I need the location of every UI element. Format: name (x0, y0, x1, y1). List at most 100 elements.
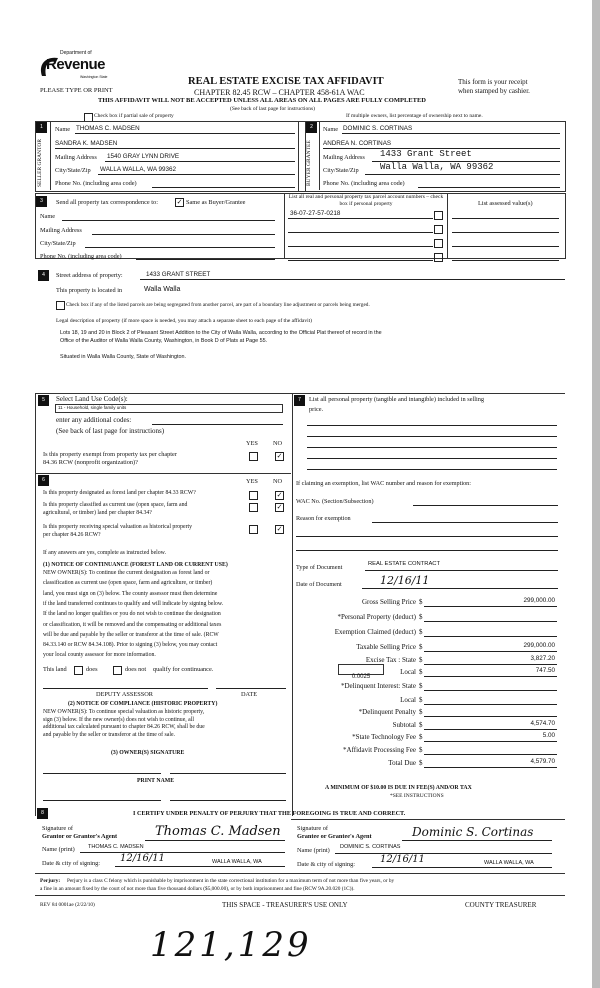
amount-field[interactable] (424, 621, 557, 622)
assessed-value-field[interactable] (452, 218, 559, 219)
section-number: 1 (36, 122, 47, 133)
corr-phone-field[interactable] (136, 259, 275, 260)
reason-line[interactable] (296, 550, 558, 551)
amount-field[interactable] (424, 636, 557, 637)
yes-checkbox[interactable] (249, 491, 258, 500)
buyer-mail-label: Mailing Address (323, 154, 365, 161)
yes-checkbox[interactable] (249, 525, 258, 534)
parcel-field[interactable] (288, 218, 433, 219)
same-as-buyer-checkbox[interactable]: ✓ (175, 198, 184, 207)
wac-field[interactable] (413, 505, 558, 506)
amount-field[interactable] (424, 690, 557, 691)
seller-name-2: SANDRA K. MADSEN (55, 140, 118, 147)
grantor-signature: Thomas C. Madsen (155, 824, 281, 839)
corr-city-label: City/State/Zip (40, 240, 76, 247)
no-header: NO (273, 478, 283, 485)
reason-field[interactable] (372, 522, 558, 523)
amount-field[interactable] (424, 651, 557, 652)
does-checkbox[interactable] (74, 666, 83, 675)
personal-property-checkbox[interactable] (434, 211, 443, 220)
same-as-buyer-label: Same as Buyer/Grantee (186, 199, 246, 206)
does-not-label: does not (125, 666, 147, 673)
notice1-line: or classification, it will be removed an… (43, 621, 222, 628)
owner-signature-label: (3) OWNER(S) SIGNATURE (111, 750, 185, 756)
land-use-label: Select Land Use Code(s): (56, 395, 128, 403)
print-name-line-1[interactable] (43, 800, 161, 801)
exempt-no-checkbox[interactable]: ✓ (275, 452, 284, 461)
no-checkbox[interactable]: ✓ (275, 491, 284, 500)
amount-value: 299,000.00 (523, 597, 555, 604)
no-checkbox[interactable]: ✓ (275, 503, 284, 512)
personal-property-label: List all personal property (tangible and… (309, 396, 485, 403)
currency-sign: $ (419, 656, 423, 664)
parcel-field[interactable] (288, 246, 433, 247)
local-rate-box[interactable]: 0.0025 (338, 664, 384, 680)
amount-field[interactable] (424, 767, 557, 768)
personal-property-line[interactable] (307, 436, 557, 437)
please-type: PLEASE TYPE OR PRINT (40, 87, 113, 94)
grantor-sig-line[interactable] (145, 840, 285, 841)
print-name-line-2[interactable] (170, 800, 286, 801)
segregated-checkbox[interactable] (56, 301, 65, 310)
amount-field[interactable] (424, 606, 557, 607)
personal-property-checkbox[interactable] (434, 253, 443, 262)
located-label: This property is located in (56, 287, 123, 294)
amount-field[interactable] (424, 676, 557, 677)
parcel-header: List all real and personal property tax … (288, 194, 444, 207)
personal-property-line[interactable] (307, 447, 557, 448)
personal-property-checkbox[interactable] (434, 225, 443, 234)
reason-line[interactable] (296, 536, 558, 537)
assessed-value-field[interactable] (452, 246, 559, 247)
personal-property-line[interactable] (307, 469, 557, 470)
yes-checkbox[interactable] (249, 503, 258, 512)
grantee-name-label: Name (print) (297, 847, 330, 854)
legal-line-3: Situated in Walla Walla County, State of… (60, 354, 187, 360)
amount-label: *Delinquent Interest: State (340, 682, 416, 690)
amount-field[interactable] (424, 754, 557, 755)
seller-mail-label: Mailing Address (55, 154, 97, 161)
deputy-sig-line[interactable] (43, 688, 208, 689)
owner-sig-line-1[interactable] (43, 773, 161, 774)
land-use-select[interactable]: 11 - Household, single family units (55, 404, 283, 413)
seller-side-label: SELLER GRANTOR (37, 138, 43, 188)
amount-field[interactable] (424, 729, 557, 730)
assessed-value-field[interactable] (452, 232, 559, 233)
section-5-6-frame (35, 393, 293, 816)
currency-sign: $ (419, 613, 423, 621)
no-checkbox[interactable]: ✓ (275, 525, 284, 534)
wac-label: WAC No. (Section/Subsection) (296, 498, 374, 505)
currency-sign: $ (419, 721, 423, 729)
parcel-field[interactable] (288, 232, 433, 233)
corr-city-field[interactable] (85, 247, 275, 248)
amount-field[interactable] (424, 704, 557, 705)
grantor-sig-label-2: Grantor or Grantor's Agent (42, 833, 118, 840)
amount-label: *State Technology Fee (352, 733, 416, 741)
exempt-yes-checkbox[interactable] (249, 452, 258, 461)
amount-field[interactable] (424, 716, 557, 717)
corr-mail-field[interactable] (92, 234, 275, 235)
amount-field[interactable] (424, 741, 557, 742)
deputy-date-line[interactable] (216, 688, 286, 689)
personal-property-line[interactable] (307, 458, 557, 459)
corr-name-field[interactable] (62, 220, 275, 221)
currency-sign: $ (419, 759, 423, 767)
assessed-value-field[interactable] (452, 260, 559, 261)
amount-field[interactable] (424, 664, 557, 665)
personal-property-checkbox[interactable] (434, 239, 443, 248)
notice2-title: (2) NOTICE OF COMPLIANCE (HISTORIC PROPE… (68, 701, 218, 707)
exempt-question: Is this property exempt from property ta… (43, 451, 177, 458)
owner-sig-line-2[interactable] (170, 773, 286, 774)
doc-date-label: Date of Document (296, 581, 342, 588)
grantee-sig-line[interactable] (402, 840, 552, 841)
amount-value: 299,000.00 (523, 642, 555, 649)
question-line-2: agricultural, or timber) land per chapte… (43, 510, 152, 516)
perjury-text-2: a fine in an amount fixed by the court o… (40, 886, 355, 892)
personal-property-line[interactable] (307, 425, 557, 426)
buyer-name-1: DOMINIC S. CORTINAS (343, 125, 413, 132)
amount-value: 4,579.70 (530, 758, 555, 765)
additional-codes-field[interactable] (152, 424, 283, 425)
does-not-checkbox[interactable] (113, 666, 122, 675)
buyer-name-2: ANDREA N. CORTINAS (323, 140, 392, 147)
parcel-field[interactable] (288, 260, 433, 261)
section-number: 4 (38, 270, 49, 281)
